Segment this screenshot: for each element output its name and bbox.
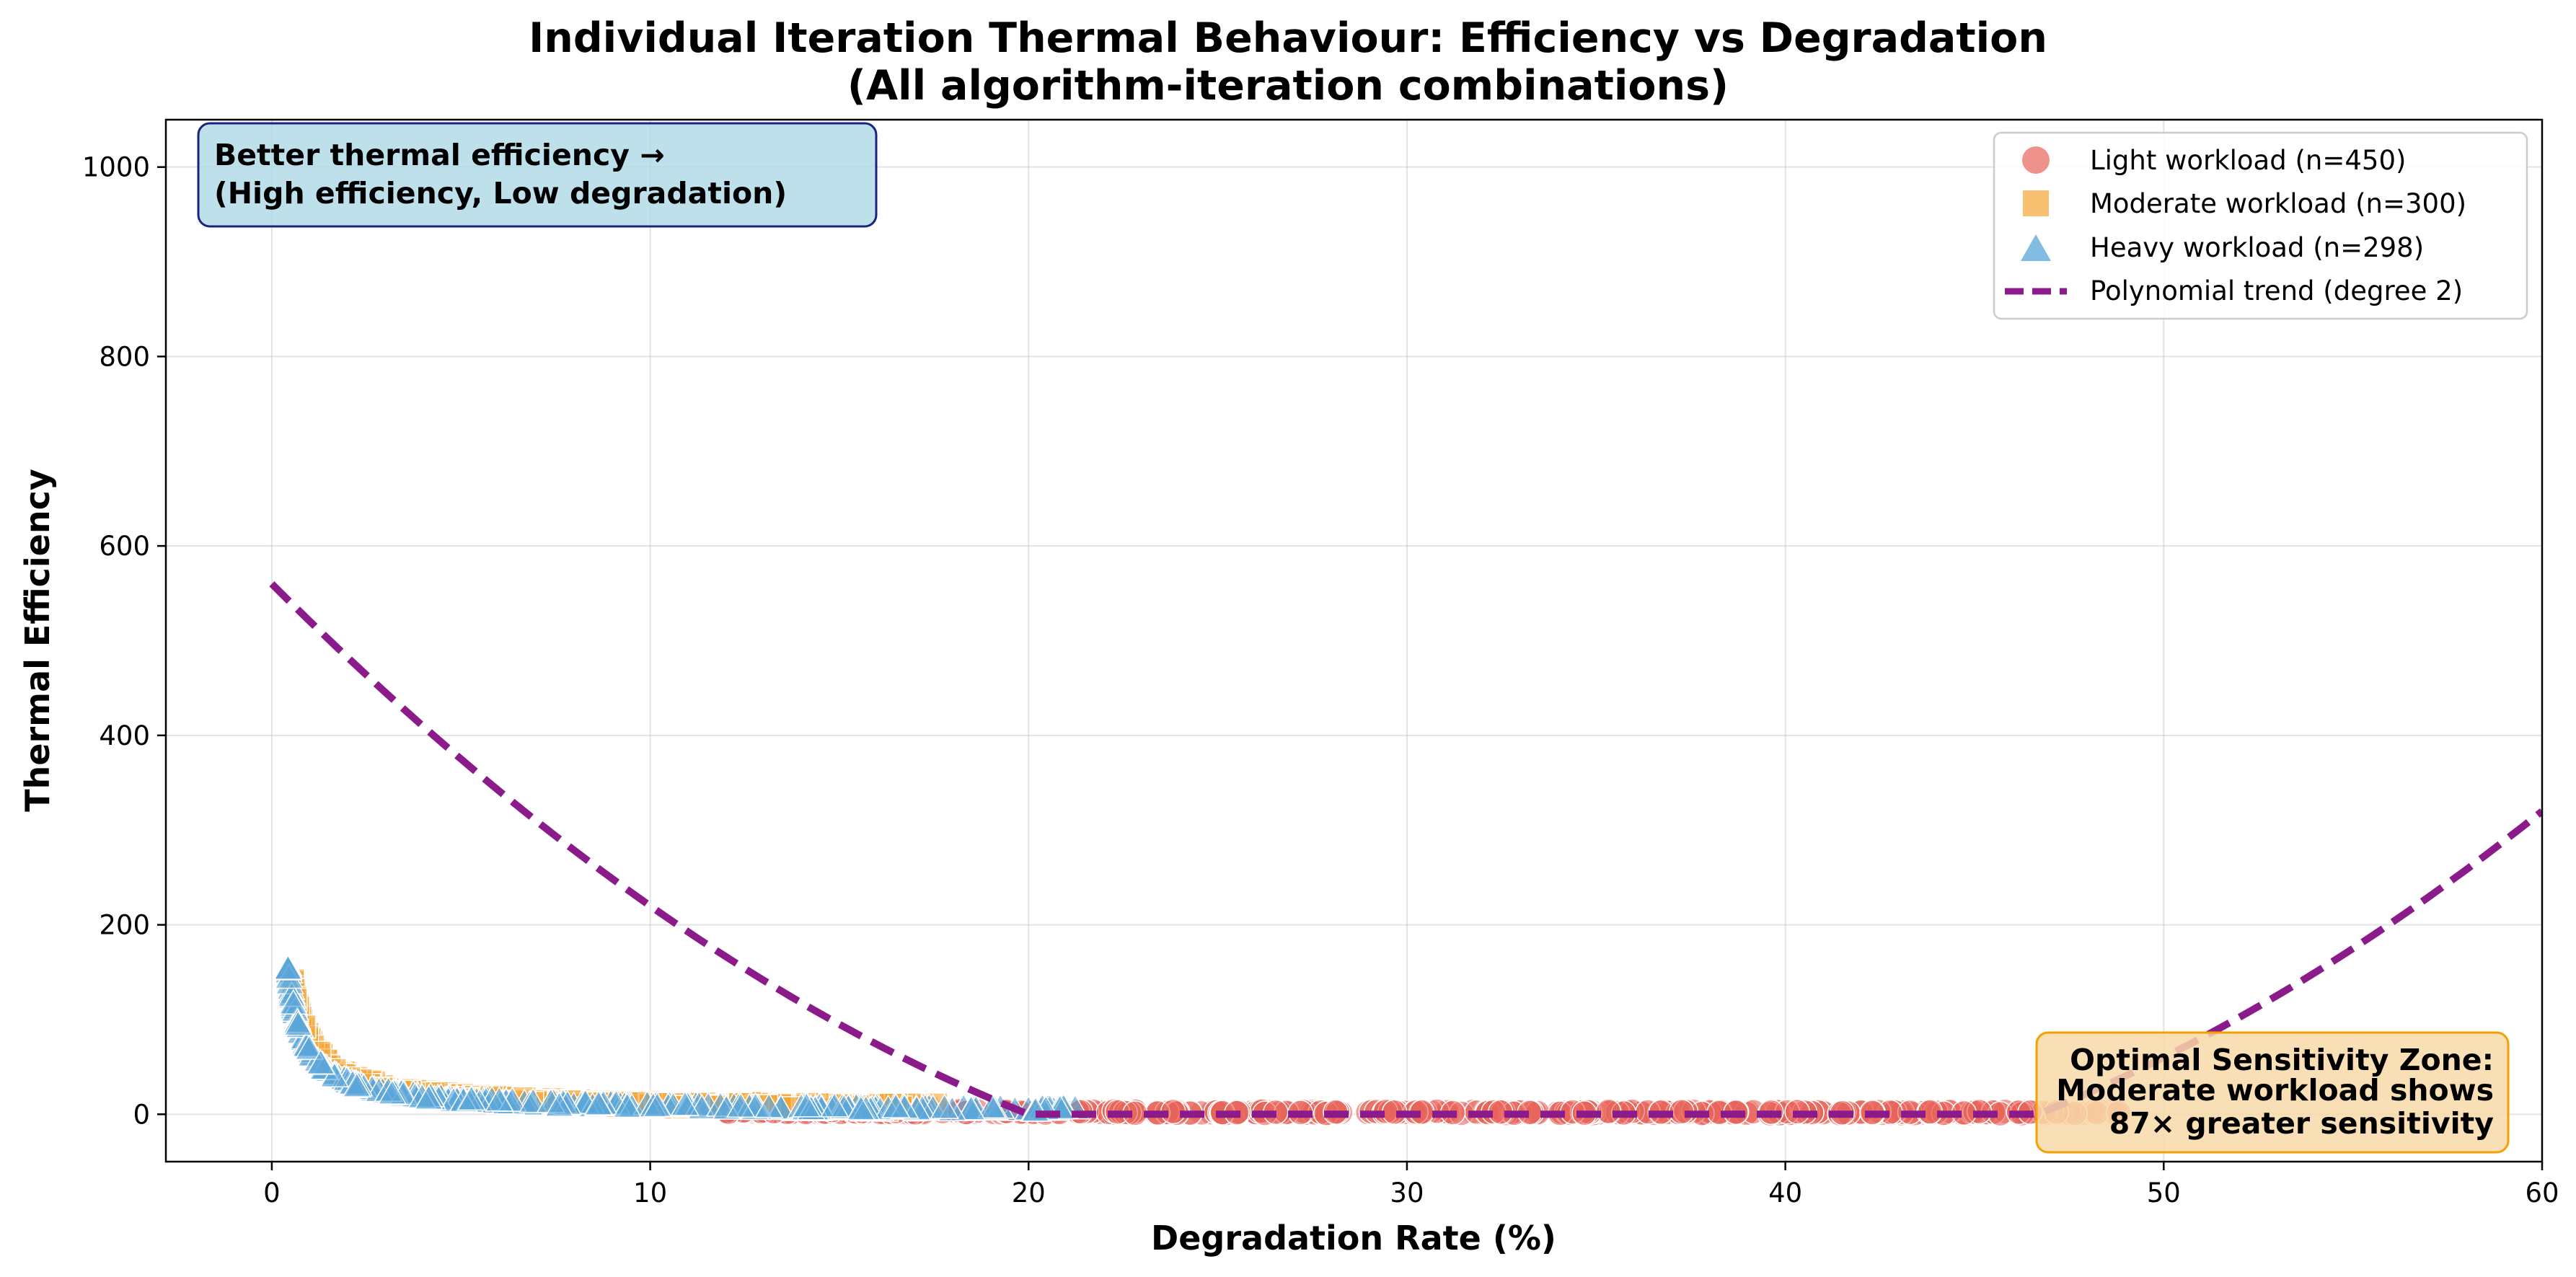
annotation-better-efficiency-line2: (High efficiency, Low degradation) <box>214 176 787 211</box>
scatter-point-heavy <box>544 1091 574 1117</box>
annotation-sensitivity-zone-line1: Optimal Sensitivity Zone: <box>2070 1043 2494 1077</box>
scatter-point-heavy <box>485 1086 514 1112</box>
scatter-point-heavy <box>306 1048 336 1075</box>
x-tick-label: 0 <box>263 1177 281 1208</box>
scatter-point-heavy <box>977 1092 1007 1119</box>
annotation-sensitivity-zone-box <box>2035 1031 2510 1154</box>
x-tick-label: 60 <box>2525 1177 2559 1208</box>
scatter-point-heavy <box>819 1092 850 1118</box>
y-tick-label: 400 <box>99 720 150 751</box>
annotation-sensitivity-zone-line3: 87× greater sensitivity <box>2109 1106 2494 1141</box>
legend-label-moderate: Moderate workload (n=300) <box>2090 188 2466 219</box>
scatter-point-heavy <box>414 1084 444 1110</box>
scatter-point-heavy <box>319 1061 350 1087</box>
legend-marker-heavy <box>2021 234 2051 261</box>
x-tick-label: 10 <box>633 1177 667 1208</box>
chart-title-line2: (All algorithm-iteration combinations) <box>847 62 1729 110</box>
scatter-point-heavy <box>278 989 309 1015</box>
scatter-point-heavy <box>670 1090 700 1116</box>
y-tick-label: 0 <box>133 1099 150 1130</box>
scatter-point-heavy <box>273 954 303 980</box>
legend-label-light: Light workload (n=450) <box>2090 145 2406 176</box>
y-axis-label: Thermal Efficiency <box>18 469 57 812</box>
annotation-better-efficiency: Better thermal efficiency → (High effici… <box>197 122 878 228</box>
scatter-point-heavy <box>283 1009 313 1036</box>
scatter-point-heavy <box>518 1087 548 1113</box>
scatter-point-heavy <box>456 1084 487 1111</box>
annotation-sensitivity-zone: Optimal Sensitivity Zone: Moderate workl… <box>2035 1031 2510 1154</box>
x-tick-label: 30 <box>1390 1177 1424 1208</box>
annotation-better-efficiency-box <box>197 122 878 228</box>
scatter-point-heavy <box>583 1090 614 1115</box>
scatter-point-heavy <box>956 1095 986 1121</box>
annotation-better-efficiency-line1: Better thermal efficiency → <box>214 138 665 172</box>
legend-marker-light <box>2022 146 2050 174</box>
plot-frame <box>164 118 2544 1163</box>
scatter-point-heavy <box>294 1034 325 1060</box>
legend-marker-moderate <box>2023 190 2049 216</box>
y-tick-label: 600 <box>99 531 150 562</box>
scatter-point-heavy <box>725 1092 756 1118</box>
scatter-point-heavy <box>612 1092 643 1118</box>
legend-label-trend: Polynomial trend (degree 2) <box>2090 275 2463 306</box>
scatter-point-heavy <box>881 1092 911 1118</box>
scatter-point-heavy <box>791 1092 821 1118</box>
y-tick-label: 800 <box>99 341 150 372</box>
scatter-point-heavy <box>930 1093 959 1119</box>
scatter-point-heavy <box>754 1092 784 1118</box>
legend-label-heavy: Heavy workload (n=298) <box>2090 232 2424 263</box>
plot-marks <box>273 950 2132 1127</box>
scatter-point-heavy <box>342 1071 372 1097</box>
x-tick-label: 20 <box>1012 1177 1046 1208</box>
y-tick-label: 200 <box>99 910 150 941</box>
x-axis-label: Degradation Rate (%) <box>1151 1219 1556 1258</box>
scatter-point-heavy <box>643 1091 672 1118</box>
legend-frame <box>1993 131 2528 320</box>
annotation-sensitivity-zone-line2: Moderate workload shows <box>2056 1073 2494 1108</box>
y-tick-label: 1000 <box>82 152 150 183</box>
scatter-point-heavy <box>377 1079 407 1105</box>
legend: Light workload (n=450) Moderate workload… <box>1993 131 2528 320</box>
x-tick-label: 50 <box>2147 1177 2181 1208</box>
chart-title-line1: Individual Iteration Thermal Behaviour: … <box>529 14 2047 62</box>
scatter-point-heavy <box>846 1095 876 1121</box>
x-tick-label: 40 <box>1768 1177 1802 1208</box>
